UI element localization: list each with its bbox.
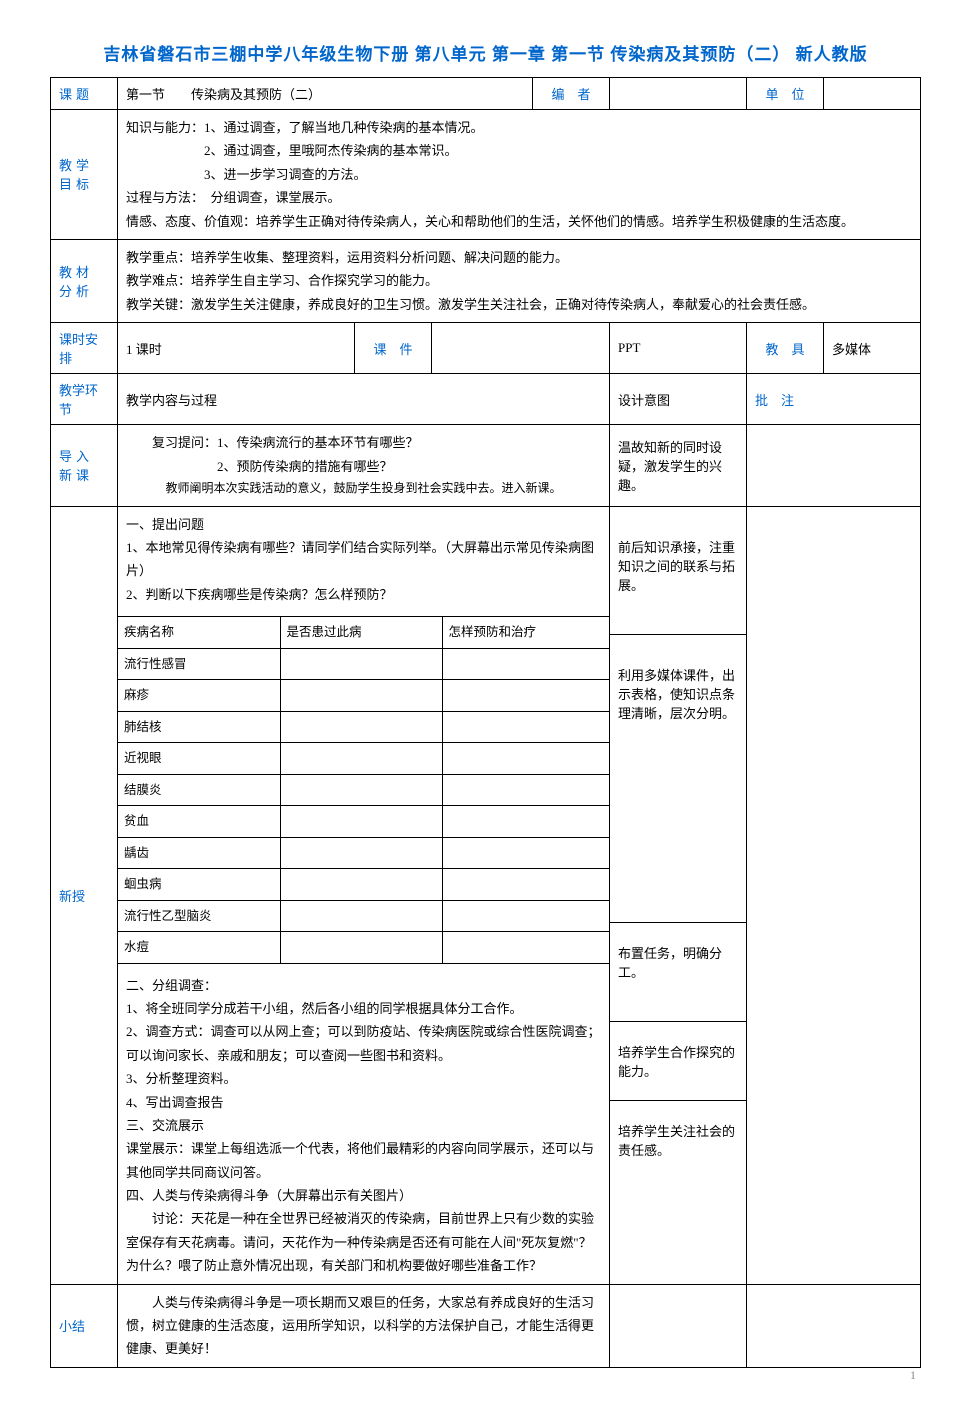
disease-th: 是否患过此病: [280, 617, 442, 649]
label-analysis: 教材分析: [51, 239, 118, 322]
disease-cell: [280, 837, 442, 869]
summary-content: 人类与传染病得斗争是一项长期而又艰巨的任务，大家总有养成良好的生活习惯，树立健康…: [118, 1284, 610, 1367]
disease-cell: [280, 774, 442, 806]
teach-line: 讨论：天花是一种在全世界已经被消灭的传染病，目前世界上只有少数的实验室保存有天花…: [126, 1207, 601, 1277]
objectives-content: 知识与能力：1、通过调查，了解当地几种传染病的基本情况。 2、通过调查，里哦阿杰…: [118, 110, 921, 240]
label-unit: 单 位: [747, 78, 824, 110]
intro-intent: 温故知新的同时设疑，激发学生的兴趣。: [610, 425, 747, 506]
obj-line: 过程与方法： 分组调查，课堂展示。: [126, 186, 912, 209]
disease-cell: 结膜炎: [118, 774, 280, 806]
courseware-empty: [432, 323, 610, 374]
teach-s4-header: 四、人类与传染病得斗争（大屏幕出示有关图片）: [126, 1184, 601, 1207]
summary-text: 人类与传染病得斗争是一项长期而又艰巨的任务，大家总有养成良好的生活习惯，树立健康…: [126, 1291, 601, 1361]
label-editor: 编 者: [533, 78, 610, 110]
disease-cell: [442, 648, 609, 680]
teach-q1: 1、本地常见得传染病有哪些？请同学们结合实际列举。（大屏幕出示常见传染病图片）: [126, 536, 601, 583]
intent-block: 前后知识承接，注重知识之间的联系与拓展。: [610, 507, 746, 635]
intro-notes: [747, 425, 921, 506]
obj-line: 3、进一步学习调查的方法。: [126, 163, 912, 186]
summary-intent: [610, 1284, 747, 1367]
periods-value: 1 课时: [118, 323, 355, 374]
disease-cell: 蛔虫病: [118, 869, 280, 901]
intent-block: 利用多媒体课件，出示表格，使知识点条理清晰，层次分明。: [610, 635, 746, 923]
disease-cell: [442, 806, 609, 838]
teach-notes: [747, 506, 921, 1284]
disease-cell: [280, 932, 442, 964]
intro-line: 2、预防传染病的措施有哪些？: [126, 455, 601, 478]
intent-block: 布置任务，明确分工。: [610, 923, 746, 1022]
disease-cell: [442, 837, 609, 869]
teach-line: 1、将全班同学分成若干小组，然后各小组的同学根据具体分工合作。: [126, 997, 601, 1020]
label-teach: 新授: [51, 506, 118, 1284]
disease-table: 疾病名称 是否患过此病 怎样预防和治疗 流行性感冒 麻疹 肺结核 近视眼 结膜炎…: [118, 616, 609, 964]
disease-cell: [280, 869, 442, 901]
disease-cell: 龋齿: [118, 837, 280, 869]
tools-value: 多媒体: [824, 323, 921, 374]
label-courseware: 课 件: [355, 323, 432, 374]
editor-value: [610, 78, 747, 110]
teach-s3-header: 三、交流展示: [126, 1114, 601, 1137]
unit-value: [824, 78, 921, 110]
intro-content: 复习提问：1、传染病流行的基本环节有哪些？ 2、预防传染病的措施有哪些？ 教师阐…: [118, 425, 610, 506]
ppt-value: PPT: [610, 323, 747, 374]
teach-s2-header: 二、分组调查：: [126, 974, 601, 997]
label-objectives: 教学目标: [51, 110, 118, 240]
disease-cell: 流行性乙型脑炎: [118, 900, 280, 932]
disease-cell: 贫血: [118, 806, 280, 838]
intro-line: 教师阐明本次实践活动的意义，鼓励学生投身到社会实践中去。进入新课。: [126, 478, 601, 500]
disease-cell: [280, 711, 442, 743]
obj-line: 情感、态度、价值观：培养学生正确对待传染病人，关心和帮助他们的生活，关怀他们的情…: [126, 210, 912, 233]
disease-cell: [280, 680, 442, 712]
ana-line: 教学关键：激发学生关注健康，养成良好的卫生习惯。激发学生关注社会，正确对待传染病…: [126, 293, 912, 316]
teach-intent: 前后知识承接，注重知识之间的联系与拓展。 利用多媒体课件，出示表格，使知识点条理…: [610, 506, 747, 1284]
disease-cell: [280, 900, 442, 932]
disease-th: 疾病名称: [118, 617, 280, 649]
disease-cell: 流行性感冒: [118, 648, 280, 680]
teach-content: 一、提出问题 1、本地常见得传染病有哪些？请同学们结合实际列举。（大屏幕出示常见…: [118, 506, 610, 1284]
ana-line: 教学重点：培养学生收集、整理资料，运用资料分析问题、解决问题的能力。: [126, 246, 912, 269]
intent-block: 培养学生关注社会的责任感。: [610, 1101, 746, 1189]
topic-value: 第一节 传染病及其预防（二）: [118, 78, 533, 110]
label-tools: 教 具: [747, 323, 824, 374]
document-title: 吉林省磐石市三棚中学八年级生物下册 第八单元 第一章 第一节 传染病及其预防（二…: [50, 40, 921, 65]
disease-cell: [442, 743, 609, 775]
process-content-header: 教学内容与过程: [118, 374, 610, 425]
disease-th: 怎样预防和治疗: [442, 617, 609, 649]
teach-line: 3、分析整理资料。: [126, 1067, 601, 1090]
label-summary: 小结: [51, 1284, 118, 1367]
teach-line: 2、调查方式：调查可以从网上查；可以到防疫站、传染病医院或综合性医院调查；可以询…: [126, 1020, 601, 1067]
intent-block: 培养学生合作探究的能力。: [610, 1022, 746, 1101]
disease-cell: [442, 900, 609, 932]
page-number: 1: [910, 1368, 916, 1383]
teach-line: 4、写出调查报告: [126, 1091, 601, 1114]
disease-cell: [280, 743, 442, 775]
process-intent-header: 设计意图: [610, 374, 747, 425]
disease-cell: [442, 932, 609, 964]
teach-line: 课堂展示：课堂上每组选派一个代表，将他们最精彩的内容向同学展示，还可以与其他同学…: [126, 1137, 601, 1184]
ana-line: 教学难点：培养学生自主学习、合作探究学习的能力。: [126, 269, 912, 292]
label-schedule: 课时安排: [51, 323, 118, 374]
analysis-content: 教学重点：培养学生收集、整理资料，运用资料分析问题、解决问题的能力。 教学难点：…: [118, 239, 921, 322]
disease-cell: [280, 806, 442, 838]
lesson-plan-table: 课题 第一节 传染病及其预防（二） 编 者 单 位 教学目标 知识与能力：1、通…: [50, 77, 921, 1368]
obj-line: 知识与能力：1、通过调查，了解当地几种传染病的基本情况。: [126, 116, 912, 139]
label-notes: 批 注: [747, 374, 921, 425]
disease-cell: [442, 869, 609, 901]
disease-cell: 麻疹: [118, 680, 280, 712]
teach-q-header: 一、提出问题: [126, 513, 601, 536]
teach-q2: 2、判断以下疾病哪些是传染病？怎么样预防？: [126, 583, 601, 606]
label-process: 教学环节: [51, 374, 118, 425]
disease-cell: [442, 680, 609, 712]
label-topic: 课题: [51, 78, 118, 110]
disease-cell: [280, 648, 442, 680]
disease-cell: 近视眼: [118, 743, 280, 775]
obj-line: 2、通过调查，里哦阿杰传染病的基本常识。: [126, 139, 912, 162]
label-intro: 导入新课: [51, 425, 118, 506]
summary-notes: [747, 1284, 921, 1367]
disease-cell: [442, 711, 609, 743]
disease-cell: 肺结核: [118, 711, 280, 743]
disease-cell: [442, 774, 609, 806]
intro-line: 复习提问：1、传染病流行的基本环节有哪些？: [126, 431, 601, 454]
disease-cell: 水痘: [118, 932, 280, 964]
